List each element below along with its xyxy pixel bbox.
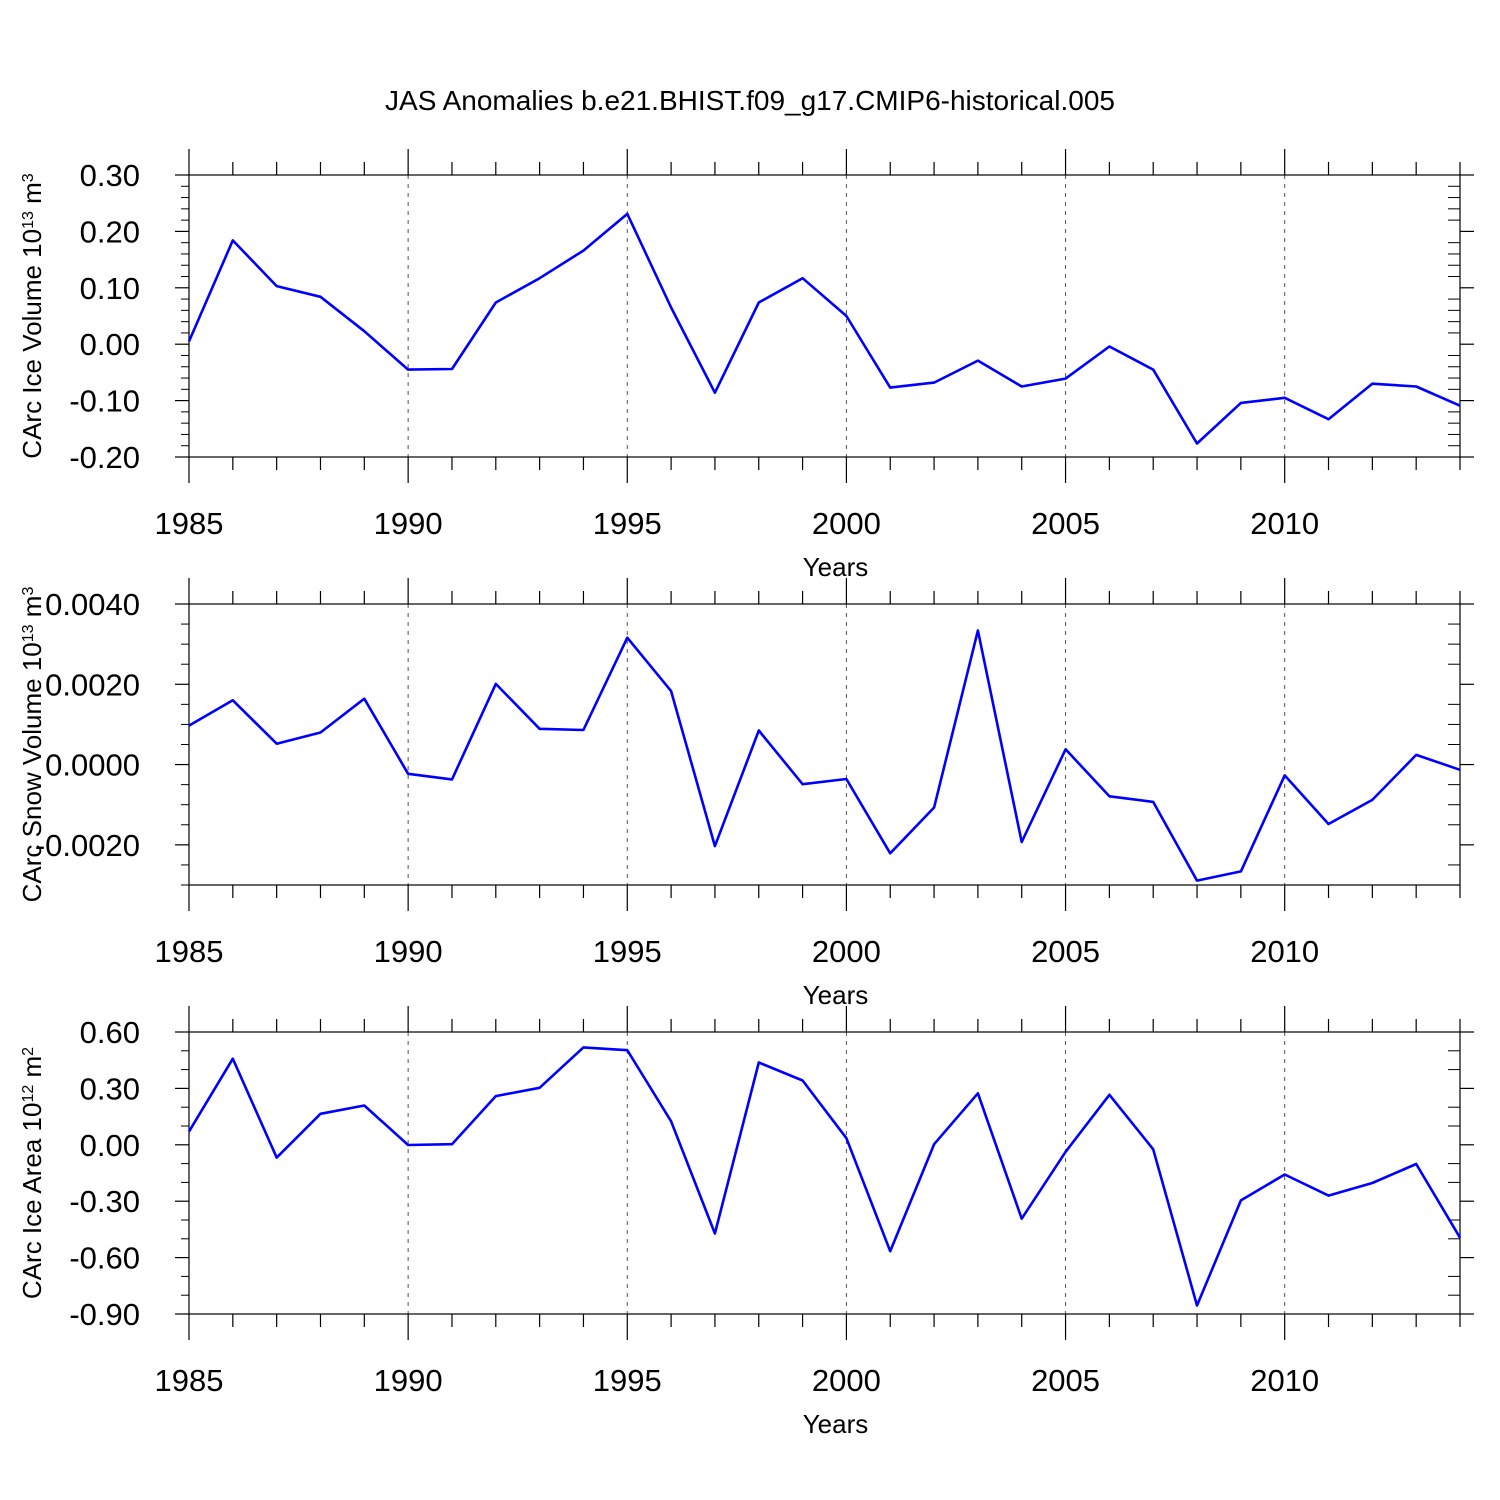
x-tick-label: 2005 <box>1031 934 1100 969</box>
plot-frame <box>188 174 1461 458</box>
x-tick-label: 1985 <box>155 934 224 969</box>
y-tick-label: 0.60 <box>80 1015 140 1050</box>
panel-2: -0.0020 0.0000 0.0020 0.0040 1985 1990 1995 200… <box>17 578 1474 1010</box>
plot-frame <box>188 1031 1461 1315</box>
y-tick-label: 0.00 <box>80 1128 140 1163</box>
plot-frame <box>188 603 1461 886</box>
series-line <box>187 212 1461 445</box>
panel-3: -0.90 -0.60 -0.30 0.00 0.30 0.60 1985 1990 1995 2… <box>17 1006 1474 1439</box>
x-tick-label: 2010 <box>1250 1363 1319 1398</box>
x-tick-label: 1995 <box>593 506 662 541</box>
y-tick-label: 0.20 <box>80 214 140 249</box>
panel-1: -0.20 -0.10 0.00 0.10 0.20 0.30 1985 1990 1995 20… <box>17 149 1474 582</box>
y-tick-label: -0.30 <box>69 1184 140 1219</box>
y-axis-title-ylabel-unit: m <box>17 596 47 625</box>
y-tick-label: -0.20 <box>69 440 140 475</box>
y-axis-title: CArc Ice Volume 1013 m3 <box>17 173 47 458</box>
x-tick-label: 2010 <box>1250 934 1319 969</box>
x-tick-label: 1985 <box>155 506 224 541</box>
series-line <box>188 629 1461 882</box>
x-tick-label: 2005 <box>1031 506 1100 541</box>
x-tick-label: 2010 <box>1250 506 1319 541</box>
x-axis-title: Years <box>803 1409 869 1439</box>
x-tick-label: 2000 <box>812 1363 881 1398</box>
x-tick-label: 1985 <box>155 1363 224 1398</box>
x-tick-label: 2000 <box>812 934 881 969</box>
y-axis-title: CArc Ice Area 1012 m2 <box>17 1047 47 1299</box>
x-tick-label: 1995 <box>593 934 662 969</box>
x-tick-label: 1995 <box>593 1363 662 1398</box>
x-tick-label: 1990 <box>374 506 443 541</box>
series-line <box>187 1046 1462 1307</box>
y-axis-title-ylabel: CArc Ice Volume 10 <box>17 229 47 459</box>
y-axis-title-ylabel-unit-exp: 3 <box>20 173 37 182</box>
y-tick-label: 0.30 <box>80 1071 140 1106</box>
y-axis-title-ylabel-unit: m <box>17 182 47 211</box>
y-axis-title: CArc Snow Volume 1013 m3 <box>17 587 47 903</box>
x-tick-label: 1990 <box>374 1363 443 1398</box>
y-axis-title-ylabel-exp: 12 <box>20 1085 37 1103</box>
x-axis-title: Years <box>803 552 869 582</box>
y-axis-title-ylabel-unit-exp: 3 <box>20 587 37 596</box>
x-tick-label: 2005 <box>1031 1363 1100 1398</box>
y-tick-label: 0.0020 <box>45 667 140 702</box>
y-axis-title-ylabel-exp: 13 <box>20 624 37 642</box>
y-axis-title-ylabel-unit-exp: 2 <box>20 1047 37 1056</box>
y-tick-label: -0.0020 <box>35 828 140 863</box>
y-tick-label: 0.10 <box>80 271 140 306</box>
x-tick-label: 1990 <box>374 934 443 969</box>
y-tick-label: -0.10 <box>69 384 140 419</box>
y-tick-label: 0.00 <box>80 327 140 362</box>
x-axis-title: Years <box>803 980 869 1010</box>
y-tick-label: -0.60 <box>69 1241 140 1276</box>
x-tick-label: 2000 <box>812 506 881 541</box>
y-axis-title-ylabel: CArc Ice Area 10 <box>17 1103 47 1300</box>
y-tick-label: 0.0040 <box>45 587 140 622</box>
y-axis-title-ylabel-exp: 13 <box>20 211 37 229</box>
figure-title: JAS Anomalies b.e21.BHIST.f09_g17.CMIP6-… <box>385 85 1115 116</box>
y-axis-title-ylabel: CArc Snow Volume 10 <box>17 642 47 902</box>
y-axis-title-ylabel-unit: m <box>17 1056 47 1085</box>
y-tick-label: 0.30 <box>80 158 140 193</box>
y-tick-label: -0.90 <box>69 1297 140 1332</box>
y-tick-label: 0.0000 <box>45 748 140 783</box>
